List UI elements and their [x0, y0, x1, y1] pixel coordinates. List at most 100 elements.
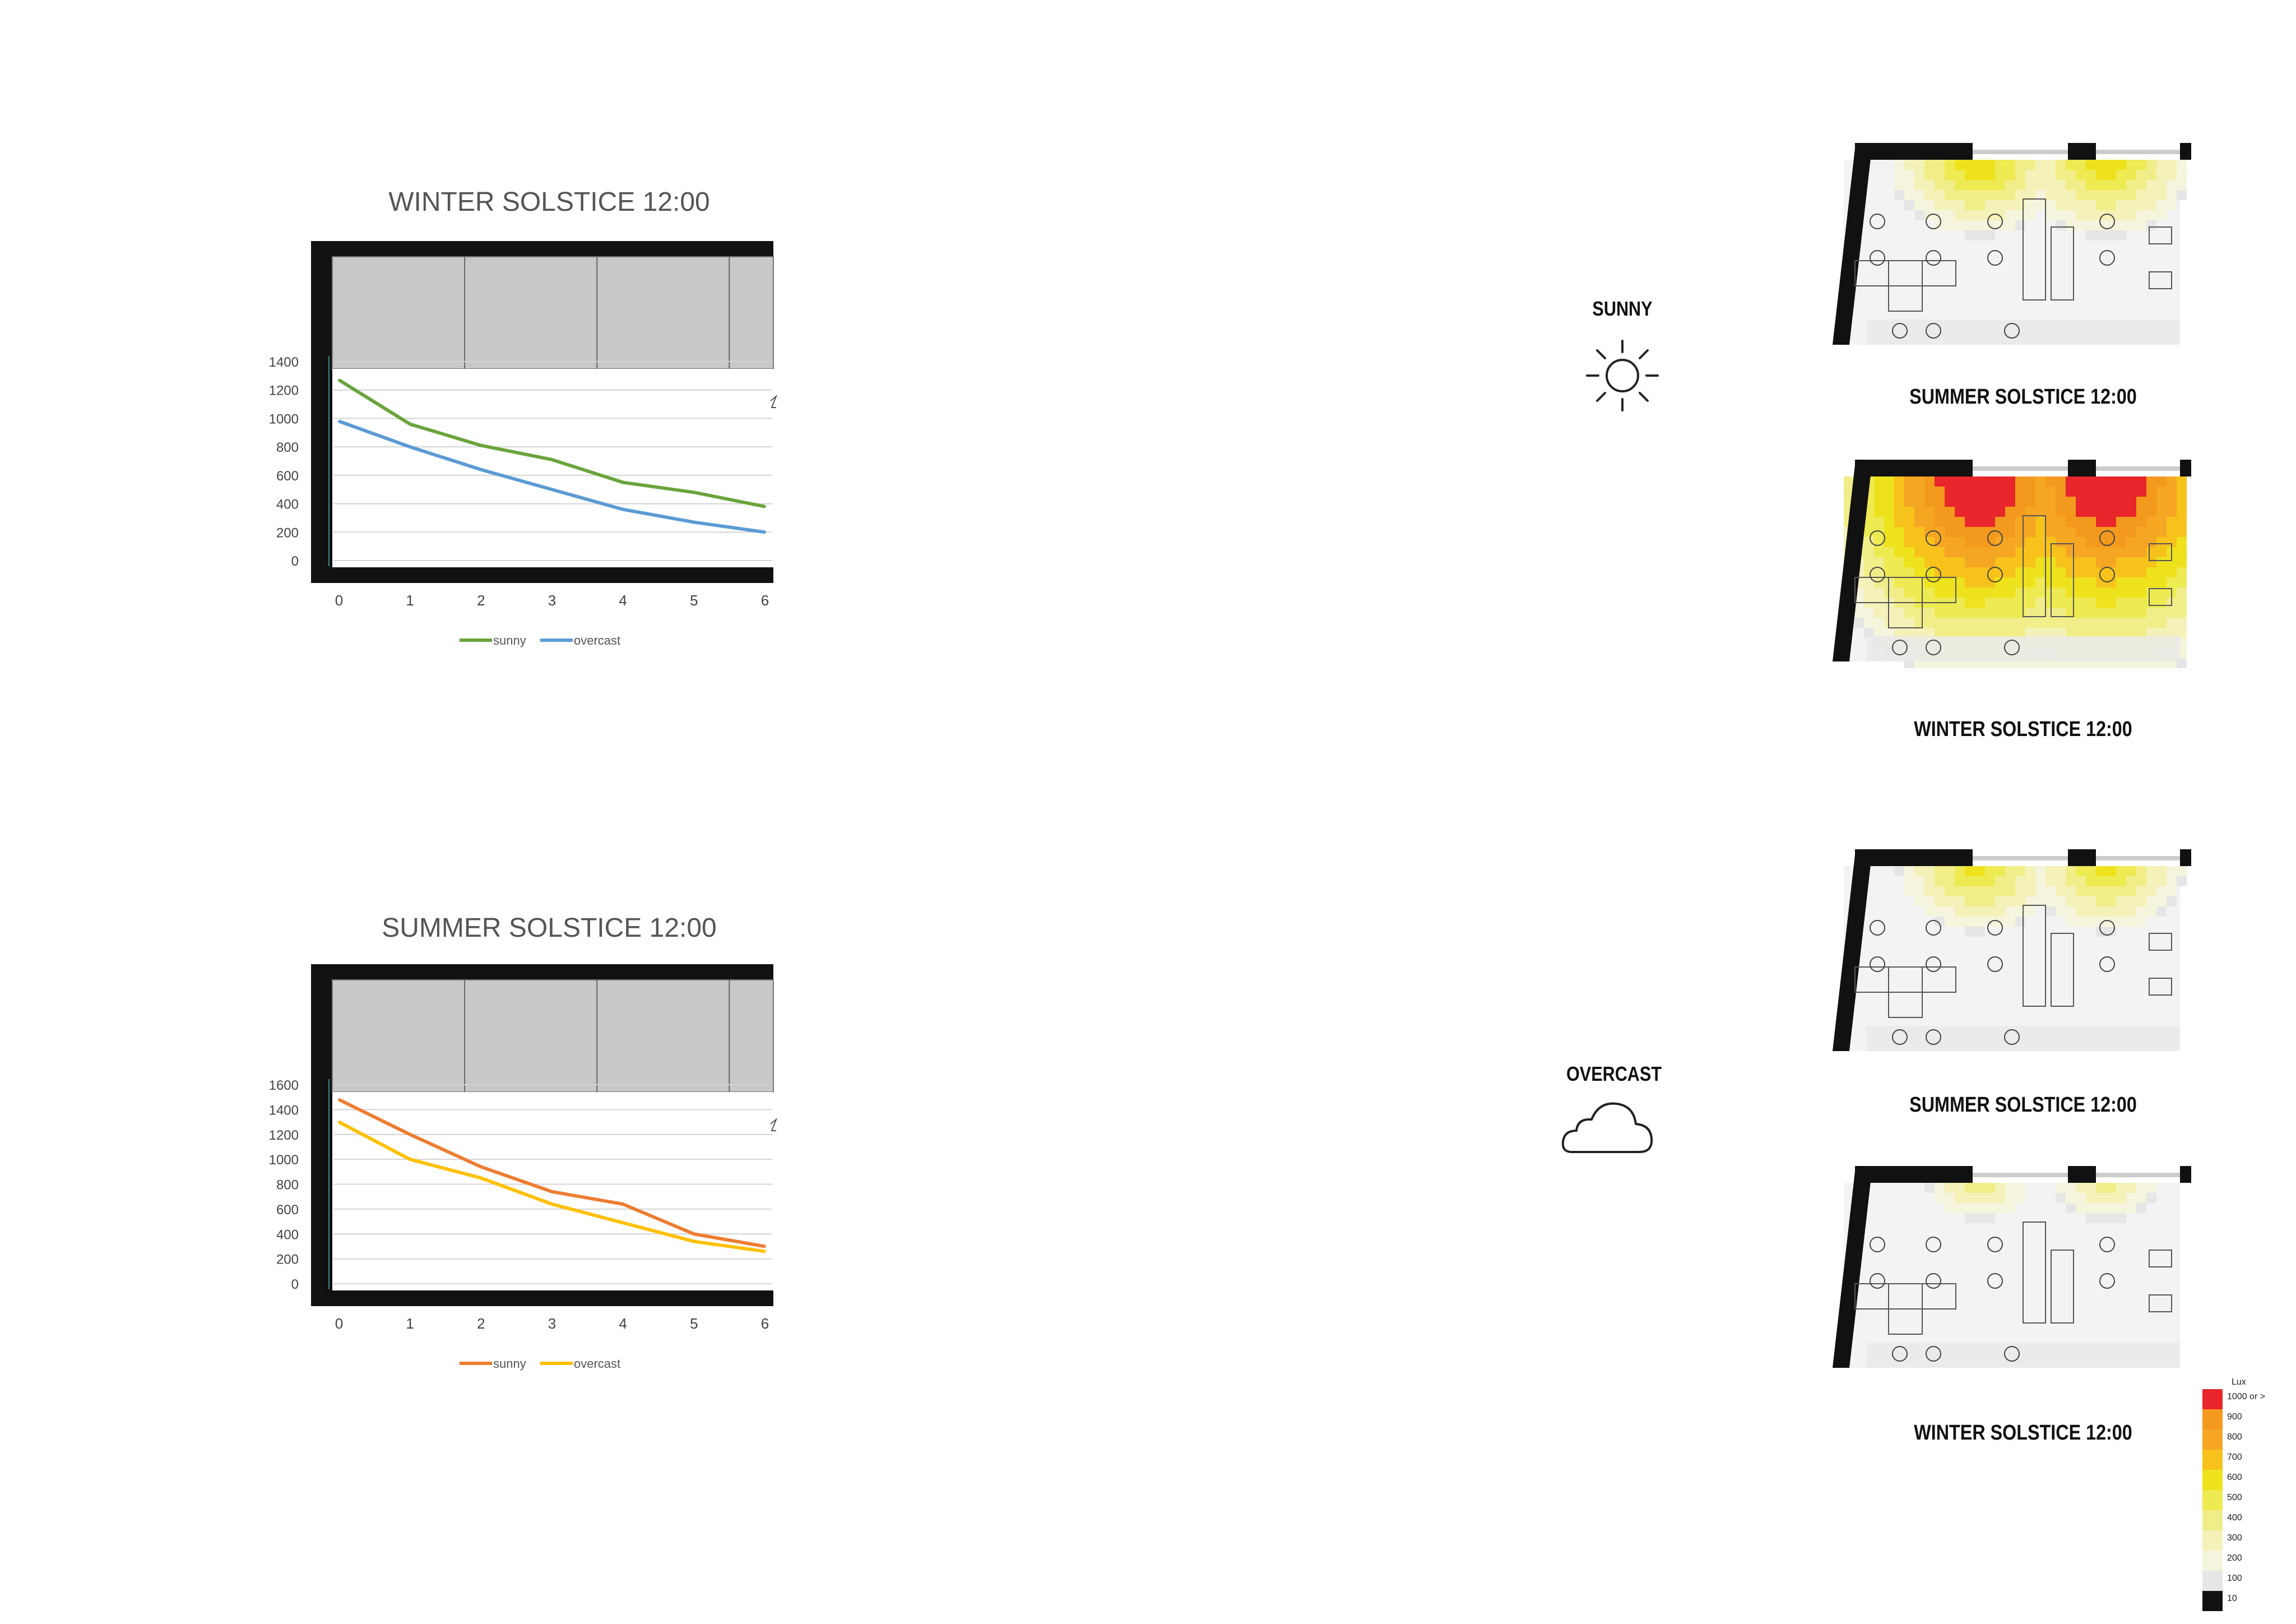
window-left [1973, 1173, 2068, 1177]
y-tick-label: 200 [276, 1252, 299, 1267]
plan-overcast-winter [1799, 1160, 2230, 1387]
wall-top-mid [2068, 1166, 2096, 1183]
lux-legend: Lux 1000 or > 900 800 700 600 500 400 300 200 100 1… [2202, 1377, 2265, 1611]
data-point-sunny [693, 1233, 695, 1236]
plan-caption-overcast-winter: WINTER SOLSTICE 12:00 [1914, 1421, 2132, 1445]
lux-label: 100 [2227, 1574, 2242, 1583]
chair [2099, 1237, 2115, 1252]
chair [2099, 567, 2115, 582]
chair [1892, 323, 1908, 339]
wall-top-left [1855, 849, 1973, 866]
lux-legend-title: Lux [2232, 1377, 2246, 1387]
data-point-sunny [764, 1245, 766, 1248]
data-point-sunny [693, 491, 695, 494]
chair [2099, 250, 2115, 266]
y-tick-label: 400 [276, 1227, 299, 1242]
window-right [2096, 856, 2180, 860]
desk-outline [2149, 588, 2172, 606]
x-tick-label: 1 [406, 592, 414, 609]
y-tick-label: 1200 [269, 1128, 299, 1143]
data-point-sunny [409, 1133, 411, 1136]
wall-top-left [1855, 460, 1973, 476]
data-point-overcast [764, 1250, 766, 1253]
plan-sunny-winter [1799, 454, 2230, 681]
y-tick-label: 800 [276, 440, 299, 455]
chair [1926, 214, 1941, 229]
data-point-overcast [551, 488, 553, 491]
window-left [1973, 150, 2068, 154]
x-tick-label: 2 [477, 1315, 485, 1332]
chair [2099, 1273, 2115, 1289]
lux-label: 400 [2227, 1513, 2242, 1523]
data-point-sunny [551, 1190, 553, 1193]
lux-swatch [2202, 1409, 2223, 1429]
lux-label: 500 [2227, 1493, 2242, 1502]
x-tick-label: 5 [690, 592, 698, 609]
plan-caption-sunny-winter: WINTER SOLSTICE 12:00 [1914, 718, 2132, 741]
y-tick-label: 600 [276, 1202, 299, 1218]
lux-swatch [2202, 1490, 2223, 1510]
wall-top-left [1855, 1166, 1973, 1183]
chair [2004, 1029, 2020, 1045]
window-panel [332, 979, 774, 1093]
data-point-sunny [480, 1165, 483, 1168]
chair [1987, 214, 2003, 229]
summer-lux-chart: 0 200 400 600 800 1000 1200 1400 1600 0 1 2 3 4 5 6 sunn… [269, 964, 778, 1371]
data-point-overcast [480, 468, 483, 471]
chair [1987, 1273, 2003, 1289]
cloud-icon [1561, 1102, 1653, 1153]
wall-top-right [2180, 460, 2230, 476]
chair [1987, 1237, 2003, 1252]
chair [1870, 250, 1885, 266]
window-left [1973, 466, 2068, 471]
data-point-overcast [764, 531, 766, 534]
desk-outline [2051, 1250, 2074, 1324]
wall-top-right [2180, 143, 2230, 160]
data-point-overcast [551, 1203, 553, 1205]
legend-label-sunny: sunny [493, 1357, 526, 1371]
wall-left [1833, 855, 1872, 1051]
desk-outline [2149, 226, 2172, 244]
wall-top-mid [2068, 460, 2096, 476]
desk-outline [1922, 577, 1956, 603]
data-point-sunny [621, 1203, 624, 1205]
window-left [1973, 856, 2068, 860]
y-tick-label: 1400 [269, 355, 299, 370]
desk-outline [1888, 992, 1923, 1018]
desk-outline [2051, 543, 2074, 617]
y-tick-label: 1200 [269, 383, 299, 399]
desk-outline [2149, 1294, 2172, 1312]
desk-outline [1922, 1283, 1956, 1310]
desk-outline [1922, 966, 1956, 993]
lux-label: 10 [2227, 1594, 2237, 1603]
window-right [2096, 150, 2180, 154]
chair [1870, 567, 1885, 582]
data-point-overcast [693, 1240, 695, 1243]
chair [1926, 530, 1941, 546]
plan-overcast-summer [1799, 844, 2230, 1071]
window-panel [332, 256, 774, 369]
data-point-overcast [338, 1121, 340, 1123]
floor-wall [311, 567, 773, 583]
chair [1926, 640, 1941, 655]
chair [2099, 530, 2115, 546]
wall-top-left [1855, 143, 1973, 160]
data-point-overcast [480, 1177, 483, 1179]
window-right [2096, 466, 2180, 471]
y-tick-label: 800 [276, 1178, 299, 1193]
wall-top-mid [2068, 143, 2096, 160]
desk-outline [1888, 602, 1923, 628]
data-point-sunny [621, 481, 624, 484]
chair [2004, 323, 2020, 339]
lux-swatch [2202, 1551, 2223, 1571]
y-tick-label: 1400 [269, 1103, 299, 1118]
chair [1892, 1029, 1908, 1045]
wall-top-mid [2068, 849, 2096, 866]
desk-outline [2149, 543, 2172, 561]
window-right [2096, 1173, 2180, 1177]
data-point-overcast [338, 420, 340, 423]
ceiling-wall [311, 964, 773, 980]
chair [1987, 567, 2003, 582]
corridor-strip [1866, 1343, 2180, 1368]
data-point-overcast [409, 446, 411, 448]
